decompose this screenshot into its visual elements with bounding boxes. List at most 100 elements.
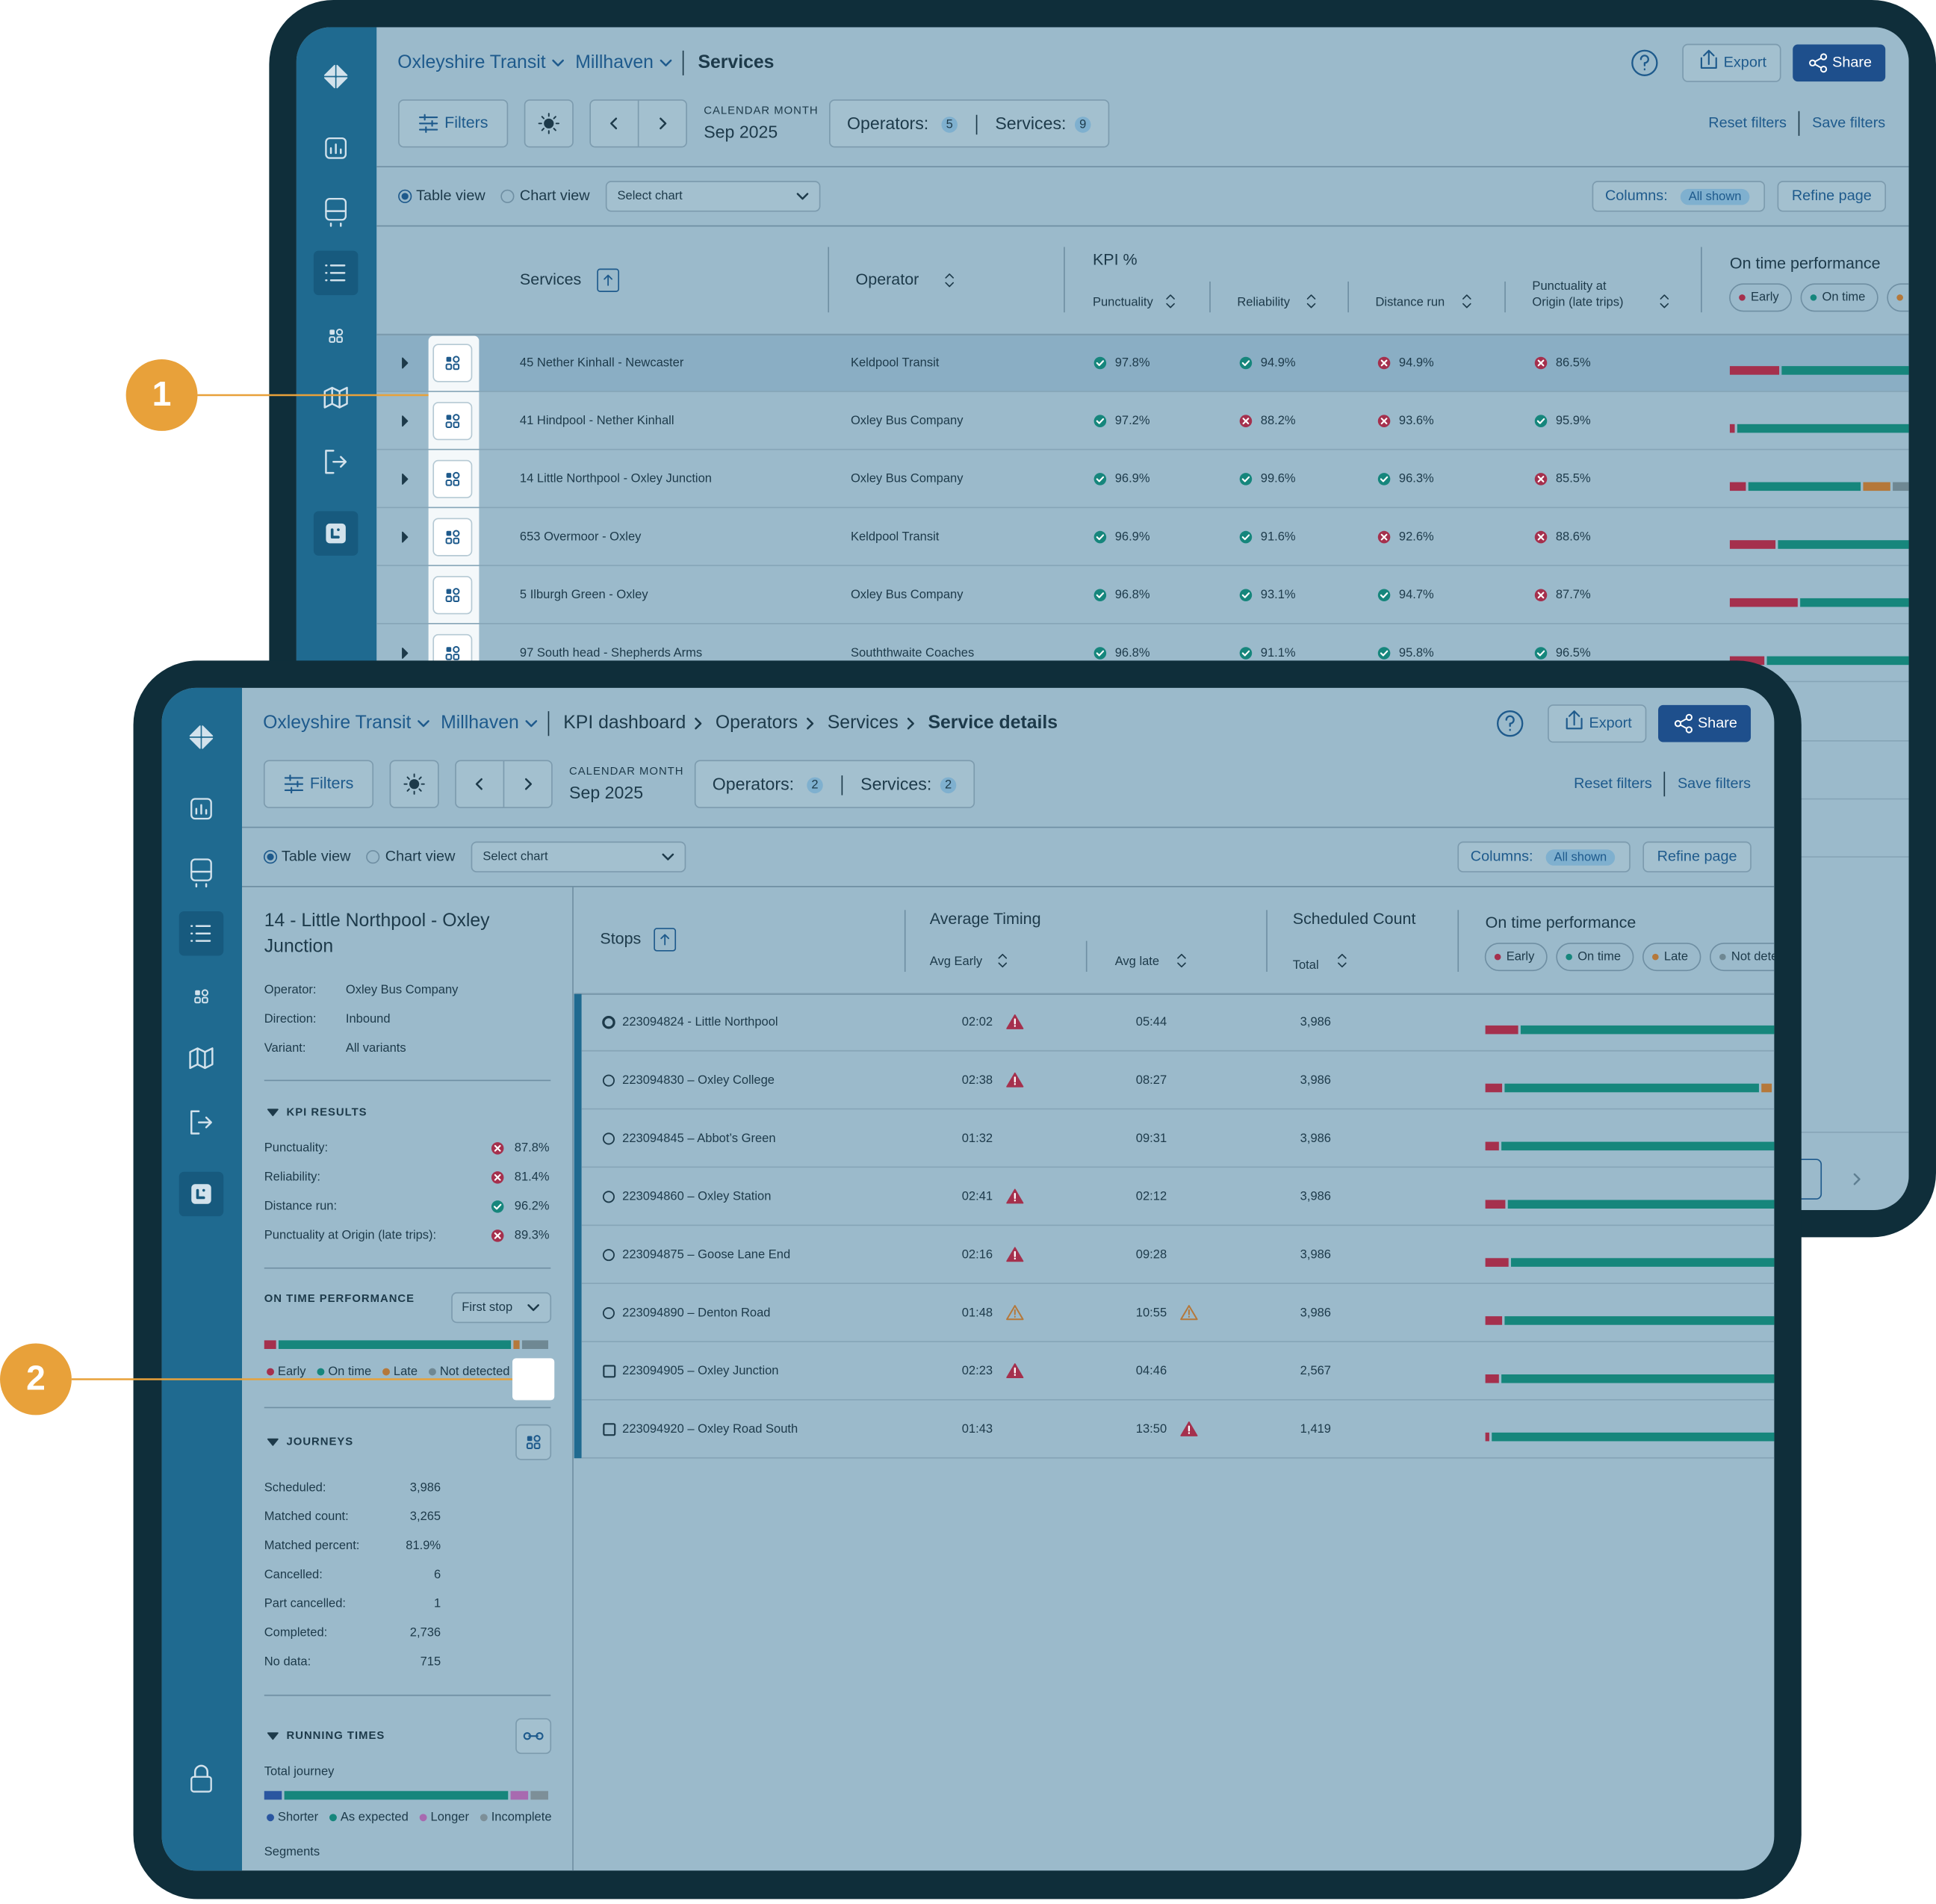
column-header: Origin (late trips) xyxy=(1532,294,1623,308)
legend-pill[interactable]: Early xyxy=(1484,943,1548,972)
reset-filters[interactable]: Reset filters xyxy=(1708,115,1787,131)
expand-caret[interactable] xyxy=(402,531,409,543)
bar-segment xyxy=(1501,1374,1775,1383)
export-button[interactable] xyxy=(1682,43,1781,82)
expand-caret[interactable] xyxy=(402,357,409,369)
help-button[interactable] xyxy=(1631,49,1658,76)
filters-button[interactable] xyxy=(263,760,374,808)
stop-marker xyxy=(603,1423,616,1436)
selection-box[interactable] xyxy=(694,760,975,808)
sun-rays xyxy=(538,113,560,134)
selection-box[interactable] xyxy=(829,99,1110,148)
refine-button[interactable] xyxy=(1777,181,1887,212)
breadcrumb-page[interactable]: Operators xyxy=(716,713,798,733)
nav-reports[interactable] xyxy=(325,137,347,159)
status-ok-icon xyxy=(1534,647,1548,660)
legend-dot xyxy=(1719,953,1726,961)
legend-pill[interactable]: On time xyxy=(1800,283,1878,312)
breadcrumb-area[interactable]: Millhaven xyxy=(441,713,519,733)
kpi-value: 97.2% xyxy=(1115,413,1150,427)
nav-vehicles[interactable] xyxy=(325,197,347,221)
status-ok-icon xyxy=(491,1200,504,1213)
columns-value: All shown xyxy=(1554,849,1607,863)
section-caret[interactable] xyxy=(267,1108,279,1117)
help-button[interactable] xyxy=(1497,710,1524,737)
legend-pill[interactable]: Late xyxy=(1887,283,1936,312)
grid-icon xyxy=(453,645,460,654)
breadcrumb-page[interactable]: KPI dashboard xyxy=(563,713,686,733)
refine-button[interactable] xyxy=(1642,841,1752,872)
section-caret[interactable] xyxy=(267,1438,279,1446)
legend-pill[interactable]: On time xyxy=(1556,943,1634,972)
bar-segment xyxy=(1766,656,1909,666)
share-button[interactable] xyxy=(1658,704,1752,742)
grid-icon xyxy=(453,588,460,595)
legend-pill[interactable]: Late xyxy=(1642,943,1701,972)
sort-button[interactable] xyxy=(597,268,620,292)
filters-button[interactable] xyxy=(398,99,509,148)
operators-label: Operators: xyxy=(847,114,928,133)
legend-pill[interactable]: Not detected xyxy=(1709,943,1814,972)
grid-icon xyxy=(533,1435,541,1442)
radio[interactable] xyxy=(263,850,278,864)
chevron-icon xyxy=(662,853,674,860)
stop-marker xyxy=(602,1015,615,1029)
stop-name: 223094920 – Oxley Road South xyxy=(622,1421,798,1436)
save-filters[interactable]: Save filters xyxy=(1812,115,1885,131)
section-title: JOURNEYS xyxy=(287,1436,354,1448)
scheduled-total: 3,986 xyxy=(1300,1131,1331,1145)
chevron-icon xyxy=(660,117,667,130)
scheduled-total: 3,986 xyxy=(1300,1189,1331,1203)
column-group-header: KPI % xyxy=(1093,250,1138,268)
journeys-button[interactable] xyxy=(515,1424,552,1460)
details-button[interactable] xyxy=(432,576,473,615)
details-button[interactable] xyxy=(432,459,473,499)
columns-pill xyxy=(1680,188,1750,205)
share-button[interactable] xyxy=(1793,44,1886,82)
details-button[interactable] xyxy=(432,344,473,382)
breadcrumb-page[interactable]: Services xyxy=(828,713,899,733)
reset-filters[interactable]: Reset filters xyxy=(1574,775,1652,792)
legend-pill[interactable]: Early xyxy=(1729,283,1793,312)
expand-caret[interactable] xyxy=(402,648,409,659)
nav-app-icon xyxy=(326,523,346,544)
nav-vehicles[interactable] xyxy=(190,858,212,881)
legend-label: Early xyxy=(1507,949,1535,963)
save-filters[interactable]: Save filters xyxy=(1678,775,1751,792)
sort-button[interactable] xyxy=(654,928,677,952)
details-button[interactable] xyxy=(432,518,473,556)
expand-caret[interactable] xyxy=(402,415,409,427)
avg-late: 02:12 xyxy=(1136,1189,1167,1203)
chart-select[interactable] xyxy=(605,181,821,212)
radio[interactable] xyxy=(500,189,515,203)
bar-segment xyxy=(530,1790,548,1800)
breadcrumb-org[interactable]: Oxleyshire Transit xyxy=(263,713,411,733)
callout-number: 1 xyxy=(152,374,172,413)
radio[interactable] xyxy=(398,189,412,203)
grid-icon xyxy=(453,471,460,480)
section-caret[interactable] xyxy=(267,1732,279,1740)
journey-value: 6 xyxy=(434,1567,441,1581)
status-ok-icon xyxy=(1239,530,1253,544)
breadcrumb-area[interactable]: Millhaven xyxy=(575,52,654,72)
export-button[interactable] xyxy=(1548,704,1647,743)
nav-reports[interactable] xyxy=(190,798,212,820)
row-highlight xyxy=(376,335,1909,392)
avg-late: 04:46 xyxy=(1136,1363,1167,1377)
column-header: Punctuality at xyxy=(1532,279,1607,293)
expand-caret[interactable] xyxy=(402,473,409,485)
grid-icon xyxy=(453,480,460,486)
sort-icon xyxy=(1306,294,1316,308)
breadcrumb-org[interactable]: Oxleyshire Transit xyxy=(397,52,545,72)
bar-segment xyxy=(1485,1025,1518,1035)
kpi-value: 86.5% xyxy=(1556,355,1591,369)
link-icon xyxy=(523,1731,532,1740)
callout-badge xyxy=(0,1343,72,1415)
details-button[interactable] xyxy=(432,402,473,441)
column-header: Distance run xyxy=(1376,294,1445,308)
radio[interactable] xyxy=(366,850,380,864)
sort-icon xyxy=(1166,294,1175,308)
nav-lock[interactable] xyxy=(190,1776,212,1793)
chart-select[interactable] xyxy=(471,841,686,872)
stop-select[interactable] xyxy=(451,1291,552,1324)
